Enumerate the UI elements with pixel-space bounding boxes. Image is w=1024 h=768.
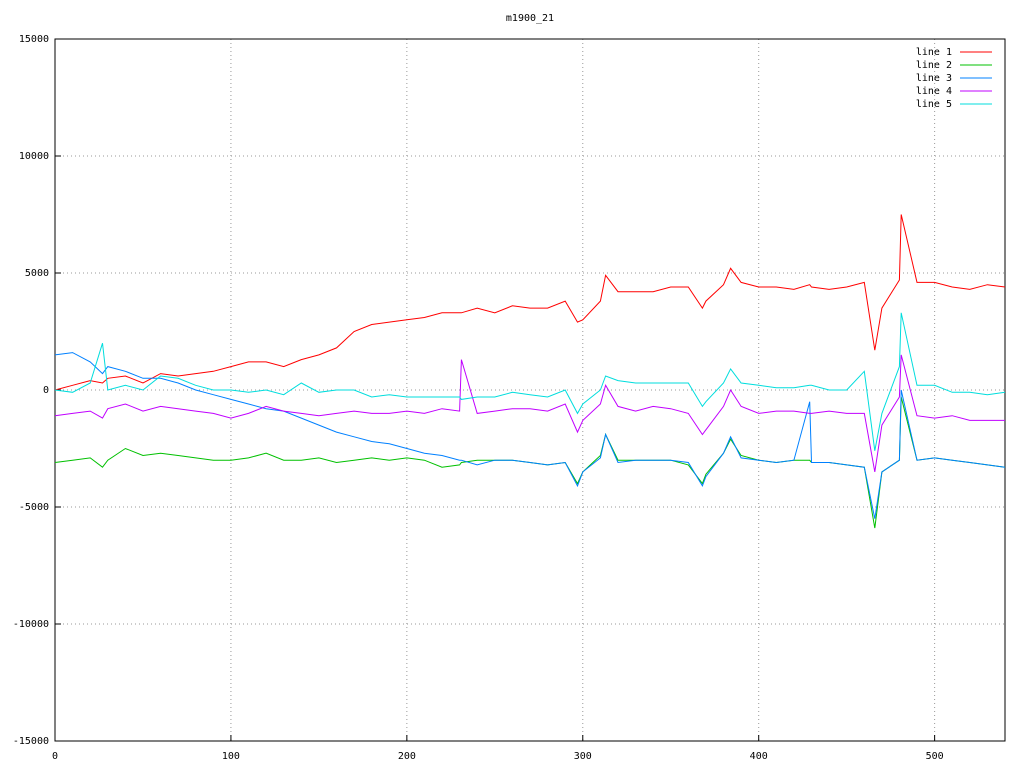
x-tick-label: 200 <box>398 751 416 762</box>
x-tick-label: 100 <box>222 751 240 762</box>
x-tick-label: 0 <box>52 751 58 762</box>
legend-label: line 5 <box>916 99 952 110</box>
y-tick-label: 5000 <box>25 268 49 279</box>
series-line <box>54 214 1006 391</box>
y-tick-label: -5000 <box>19 502 49 513</box>
legend-label: line 1 <box>916 47 952 58</box>
series-line <box>54 352 1006 519</box>
y-tick-label: 15000 <box>19 34 49 45</box>
legend-label: line 2 <box>916 60 952 71</box>
x-tick-label: 300 <box>574 751 592 762</box>
x-tick-label: 500 <box>926 751 944 762</box>
y-tick-label: -15000 <box>13 736 49 747</box>
y-tick-label: 10000 <box>19 151 49 162</box>
x-tick-label: 400 <box>750 751 768 762</box>
y-tick-label: 0 <box>43 385 49 396</box>
chart-title: m1900_21 <box>506 13 554 24</box>
y-tick-label: -10000 <box>13 619 49 630</box>
series-line <box>54 312 1006 451</box>
series-line <box>54 354 1005 472</box>
legend-label: line 3 <box>916 73 952 84</box>
legend-label: line 4 <box>916 86 952 97</box>
